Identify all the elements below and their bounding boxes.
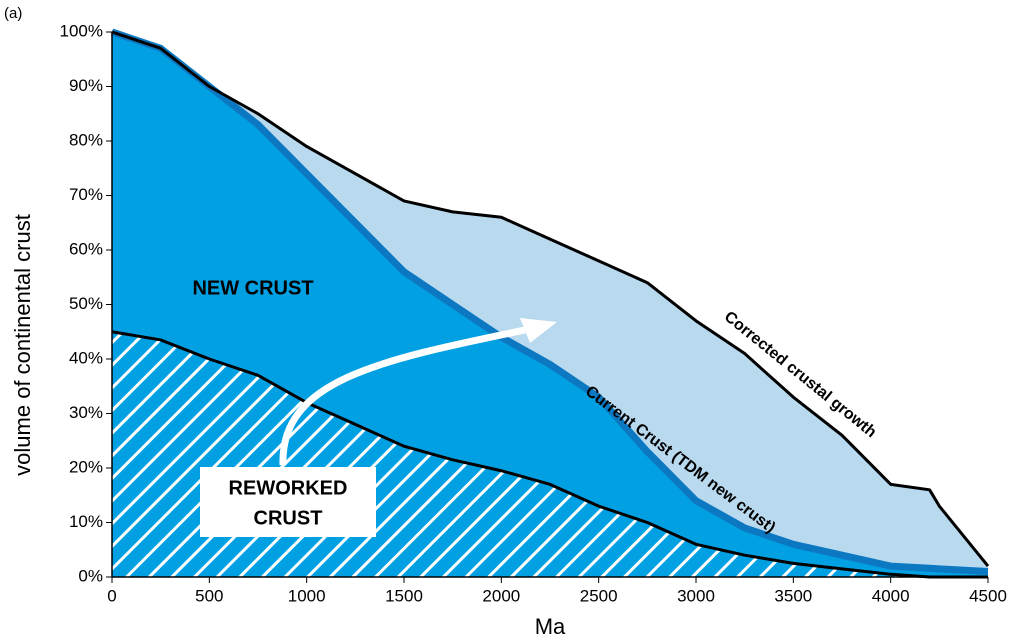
y-tick-label: 20% — [69, 457, 103, 476]
y-tick-label: 10% — [69, 512, 103, 531]
x-tick-label: 500 — [195, 586, 223, 605]
y-tick-label: 100% — [60, 21, 103, 40]
new-crust-label: NEW CRUST — [192, 277, 313, 299]
line — [111, 30, 990, 568]
x-tick-label: 2500 — [580, 586, 618, 605]
y-tick-label: 60% — [69, 239, 103, 258]
x-tick-label: 1500 — [385, 586, 423, 605]
reworked-box — [200, 467, 376, 537]
y-tick-label: 70% — [69, 185, 103, 204]
x-tick-label: 3000 — [677, 586, 715, 605]
reworked-label: CRUST — [254, 507, 323, 529]
x-tick-label: 4500 — [969, 586, 1007, 605]
x-tick-label: 1000 — [288, 586, 326, 605]
y-tick-label: 0% — [78, 566, 103, 585]
line — [111, 330, 988, 579]
y-tick-label: 30% — [69, 403, 103, 422]
x-tick-label: 2000 — [482, 586, 520, 605]
x-tick-label: 3500 — [774, 586, 812, 605]
y-tick-label: 90% — [69, 76, 103, 95]
panel-label: (a) — [4, 5, 22, 22]
reworked-label: REWORKED — [229, 477, 348, 499]
x-tick-label: 0 — [107, 586, 116, 605]
arrow — [279, 326, 526, 466]
x-axis-label: Ma — [535, 614, 566, 639]
line — [110, 28, 989, 576]
arrow-head — [520, 318, 557, 343]
y-tick-label: 40% — [69, 348, 103, 367]
y-axis-label: volume of continental crust — [10, 214, 35, 476]
y-tick-label: 50% — [69, 294, 103, 313]
y-tick-label: 80% — [69, 130, 103, 149]
x-tick-label: 4000 — [872, 586, 910, 605]
